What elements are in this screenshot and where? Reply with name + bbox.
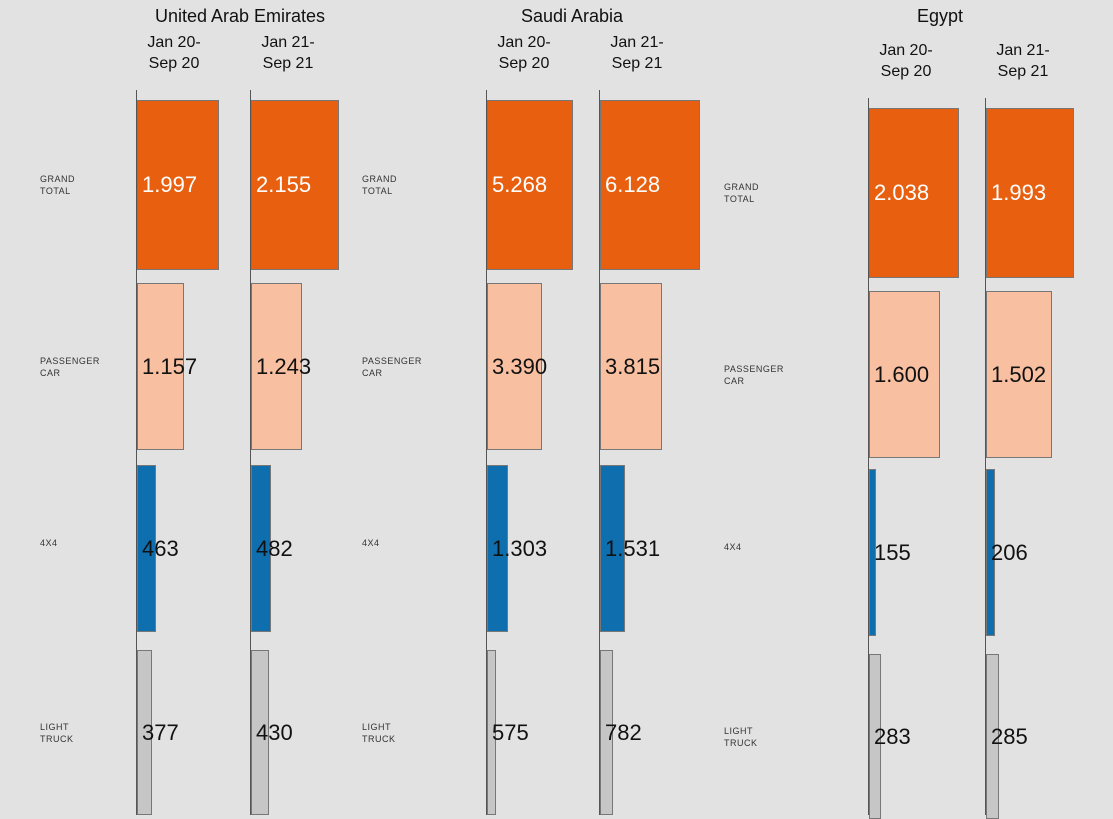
value-label: 1.531 [605, 535, 661, 561]
bar [986, 469, 996, 636]
bar [137, 465, 156, 632]
category-label: PASSENGER CAR [724, 363, 784, 386]
value-label: 283 [874, 723, 911, 749]
axis-line [486, 90, 487, 815]
category-label: GRAND TOTAL [724, 182, 760, 204]
value-label: 463 [142, 535, 179, 561]
bar [487, 465, 509, 632]
category-label: GRAND TOTAL [362, 174, 398, 196]
bar [986, 108, 1074, 278]
bar [487, 650, 497, 815]
bar [251, 283, 302, 450]
category-label: GRAND TOTAL [40, 174, 76, 196]
series-label: Jan 20- Sep 20 [147, 34, 201, 72]
bar [600, 650, 613, 815]
axis-line [868, 98, 869, 815]
value-label: 155 [874, 539, 911, 565]
value-label: 1.993 [991, 180, 1047, 205]
series-label: Jan 21- Sep 21 [610, 34, 664, 72]
category-label: 4X4 [362, 537, 380, 548]
category-label: 4X4 [724, 541, 742, 552]
bar [487, 100, 573, 270]
bar [600, 465, 625, 632]
value-label: 575 [492, 719, 529, 745]
value-label: 782 [605, 719, 642, 745]
category-label: PASSENGER CAR [362, 355, 422, 378]
value-label: 1.157 [142, 353, 198, 379]
bar [869, 469, 876, 636]
bar [251, 650, 269, 815]
bar [600, 100, 700, 270]
value-label: 1.502 [991, 361, 1047, 387]
value-label: 6.128 [605, 172, 661, 197]
category-label: LIGHT TRUCK [362, 721, 396, 744]
value-label: 482 [256, 535, 293, 561]
value-label: 1.243 [256, 353, 312, 379]
bar [137, 650, 153, 815]
series-label: Jan 20- Sep 20 [497, 34, 551, 72]
panel-title: Saudi Arabia [520, 6, 624, 26]
bar [251, 465, 271, 632]
value-label: 1.600 [874, 361, 930, 387]
axis-line [599, 90, 600, 815]
bar [986, 291, 1053, 458]
category-label: LIGHT TRUCK [724, 725, 758, 748]
bar [869, 291, 940, 458]
series-label: Jan 21- Sep 21 [261, 34, 315, 72]
value-label: 1.303 [492, 535, 548, 561]
axis-line [250, 90, 251, 815]
series-label: Jan 21- Sep 21 [996, 42, 1050, 80]
bar [487, 283, 543, 450]
value-label: 1.997 [142, 172, 198, 197]
value-label: 3.390 [492, 353, 548, 379]
bar [251, 100, 339, 270]
value-label: 2.155 [256, 172, 312, 197]
value-label: 3.815 [605, 353, 661, 379]
value-label: 2.038 [874, 180, 930, 205]
axis-line [985, 98, 986, 815]
bar [600, 283, 663, 450]
value-label: 285 [991, 723, 1028, 749]
category-label: 4X4 [40, 537, 58, 548]
series-label: Jan 20- Sep 20 [879, 42, 933, 80]
value-label: 206 [991, 539, 1028, 565]
axis-line [136, 90, 137, 815]
value-label: 430 [256, 719, 293, 745]
value-label: 377 [142, 719, 179, 745]
panel-title: United Arab Emirates [154, 6, 326, 26]
category-label: LIGHT TRUCK [40, 721, 74, 744]
bar [137, 100, 219, 270]
category-label: PASSENGER CAR [40, 355, 100, 378]
bar [137, 283, 185, 450]
bar [869, 108, 959, 278]
panel-title: Egypt [916, 6, 964, 26]
value-label: 5.268 [492, 172, 548, 197]
